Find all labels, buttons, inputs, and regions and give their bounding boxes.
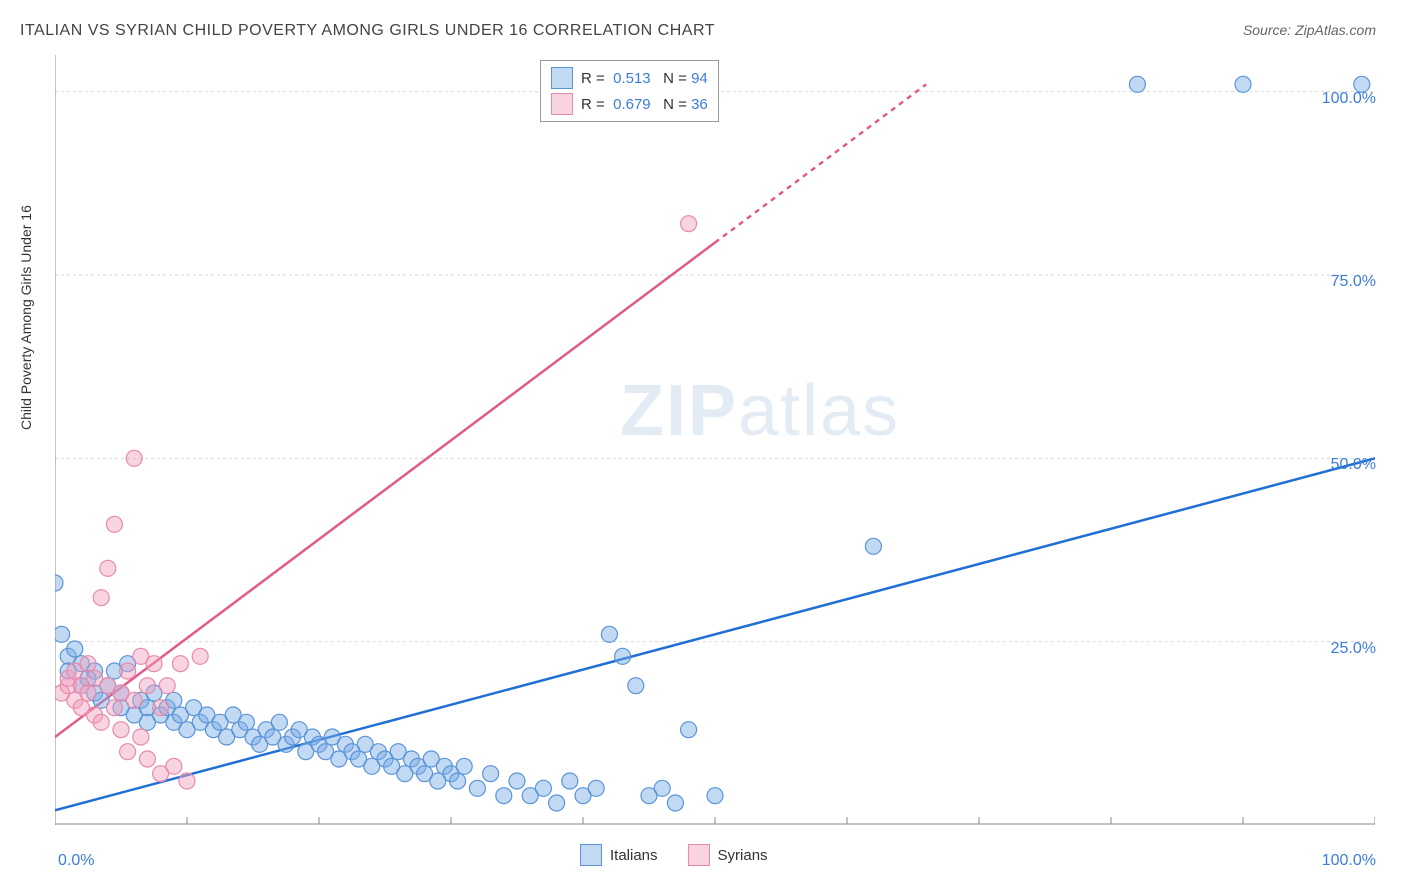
y-axis-label: Child Poverty Among Girls Under 16: [18, 205, 34, 430]
legend-swatch: [551, 93, 573, 115]
legend-swatch: [688, 844, 710, 866]
y-tick-label: 50.0%: [1331, 456, 1376, 474]
legend-row: R = 0.513 N = 94: [551, 65, 708, 91]
legend-label: Italians: [610, 847, 658, 864]
x-axis-min-label: 0.0%: [58, 852, 94, 870]
legend-row: R = 0.679 N = 36: [551, 91, 708, 117]
correlation-legend: R = 0.513 N = 94 R = 0.679 N = 36: [540, 60, 719, 122]
legend-text: R = 0.679 N = 36: [581, 96, 708, 113]
legend-swatch: [551, 67, 573, 89]
y-tick-label: 75.0%: [1331, 273, 1376, 291]
source-attribution: Source: ZipAtlas.com: [1243, 22, 1376, 38]
scatter-chart: [55, 55, 1375, 825]
legend-text: R = 0.513 N = 94: [581, 70, 708, 87]
legend-item: Syrians: [688, 844, 768, 866]
y-tick-label: 100.0%: [1322, 90, 1376, 108]
series-legend: Italians Syrians: [580, 844, 768, 866]
legend-swatch: [580, 844, 602, 866]
y-tick-label: 25.0%: [1331, 640, 1376, 658]
x-axis-max-label: 100.0%: [1322, 852, 1376, 870]
legend-item: Italians: [580, 844, 658, 866]
legend-label: Syrians: [718, 847, 768, 864]
chart-title: ITALIAN VS SYRIAN CHILD POVERTY AMONG GI…: [20, 22, 715, 40]
